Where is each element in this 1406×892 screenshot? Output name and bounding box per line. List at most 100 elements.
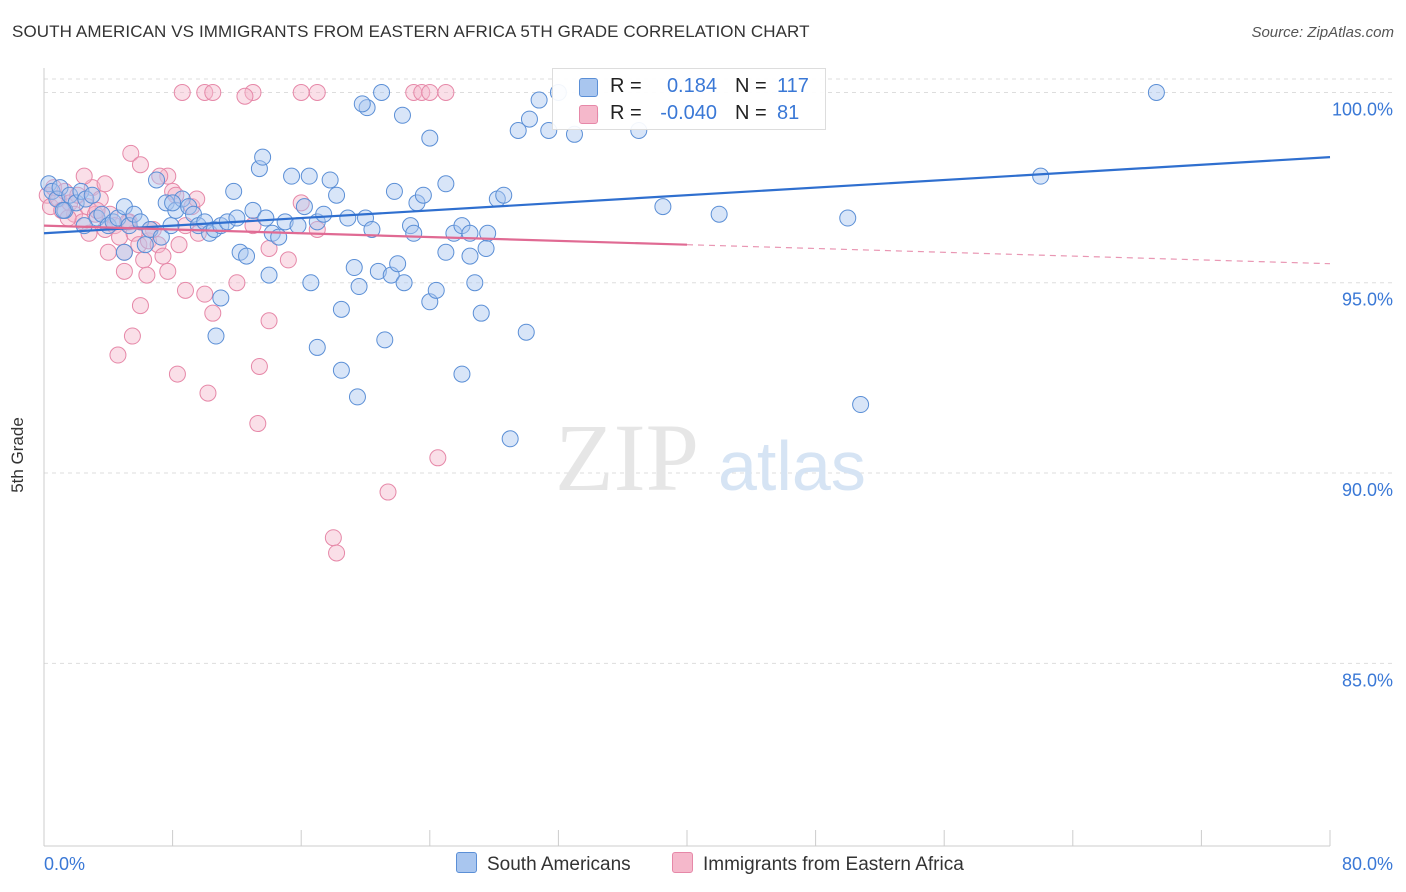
eastern-africa-point	[96, 175, 114, 193]
south-american-point	[225, 182, 243, 200]
south-american-point	[369, 262, 387, 280]
legend-item-eastern-africa: Immigrants from Eastern Africa	[672, 852, 964, 876]
south-american-point	[710, 205, 728, 223]
south-american-point	[501, 430, 519, 448]
eastern-africa-trend-line	[43, 224, 688, 246]
south-american-point	[353, 95, 371, 113]
south-american-point	[120, 217, 138, 235]
south-american-point	[339, 209, 357, 227]
south-american-point	[427, 281, 445, 299]
eastern-africa-trend-extension	[686, 244, 1331, 265]
south-american-point	[250, 160, 268, 178]
south-american-point	[308, 338, 326, 356]
legend-label: South Americans	[487, 854, 631, 875]
correlation-legend: R = 0.184 N = 117 R = -0.040 N = 81	[552, 68, 826, 130]
south-american-point	[67, 194, 85, 212]
south-american-point	[839, 209, 857, 227]
south-american-point	[321, 171, 339, 189]
trend-lines	[43, 156, 1331, 265]
tick-labels: 85.0% 90.0% 95.0% 100.0% 0.0% 80.0%	[44, 99, 1393, 874]
eastern-africa-points	[38, 83, 455, 562]
y-tick-label: 85.0%	[1342, 670, 1393, 690]
eastern-africa-point	[122, 144, 140, 162]
south-american-point	[393, 106, 411, 124]
r-value: 0.184	[666, 75, 717, 97]
south-american-point	[373, 83, 391, 101]
y-tick-label: 95.0%	[1342, 290, 1393, 310]
eastern-africa-point	[292, 83, 310, 101]
south-american-point	[332, 300, 350, 318]
south-american-point	[466, 274, 484, 292]
y-tick-label: 90.0%	[1342, 480, 1393, 500]
south-american-point	[295, 198, 313, 216]
eastern-africa-point	[91, 190, 109, 208]
source-label: Source: ZipAtlas.com	[1251, 24, 1394, 41]
n-value: 117	[777, 75, 809, 97]
eastern-africa-point	[131, 156, 149, 174]
south-american-point	[363, 220, 381, 238]
south-american-point	[479, 224, 497, 242]
eastern-africa-point	[236, 87, 254, 105]
south-american-point	[244, 201, 262, 219]
eastern-africa-point	[138, 266, 156, 284]
n-label: N =	[735, 75, 767, 97]
gridlines	[44, 78, 1394, 664]
south-american-point	[115, 243, 133, 261]
y-tick-label: 100.0%	[1332, 99, 1393, 119]
eastern-africa-point	[196, 285, 214, 303]
south-american-point	[289, 217, 307, 235]
south-american-point	[300, 167, 318, 185]
eastern-africa-point	[228, 274, 246, 292]
n-label: N =	[735, 102, 767, 124]
eastern-africa-point	[168, 365, 186, 383]
south-american-point	[437, 175, 455, 193]
pink-swatch	[672, 852, 693, 873]
south-american-point	[212, 289, 230, 307]
eastern-africa-point	[244, 83, 262, 101]
eastern-africa-point	[131, 297, 149, 315]
watermark: ZIP atlas	[555, 404, 866, 511]
south-american-point	[389, 255, 407, 273]
south-american-point	[453, 365, 471, 383]
south-american-point	[164, 194, 182, 212]
south-american-point	[328, 186, 346, 204]
eastern-africa-point	[379, 483, 397, 501]
eastern-africa-point	[429, 449, 447, 467]
south-american-point	[345, 259, 363, 277]
eastern-africa-point	[421, 83, 439, 101]
r-value: -0.040	[660, 102, 717, 124]
south-american-point	[385, 182, 403, 200]
south-american-point	[414, 186, 432, 204]
south-american-point	[238, 247, 256, 265]
eastern-africa-point	[199, 384, 217, 402]
south-american-point	[461, 247, 479, 265]
south-american-point	[421, 129, 439, 147]
eastern-africa-point	[250, 357, 268, 375]
x-tick-label: 0.0%	[44, 854, 85, 874]
eastern-africa-point	[159, 262, 177, 280]
chart-title: SOUTH AMERICAN VS IMMIGRANTS FROM EASTER…	[12, 22, 810, 41]
pink-swatch	[579, 105, 598, 124]
south-american-point	[520, 110, 538, 128]
eastern-africa-point	[204, 83, 222, 101]
eastern-africa-point	[99, 243, 117, 261]
eastern-africa-point	[249, 415, 267, 433]
south-american-point	[395, 274, 413, 292]
south-american-point	[437, 243, 455, 261]
watermark-zip: ZIP	[555, 404, 699, 511]
n-value: 81	[777, 102, 800, 124]
eastern-africa-point	[279, 251, 297, 269]
eastern-africa-point	[173, 83, 191, 101]
south-american-point	[852, 396, 870, 414]
eastern-africa-point	[75, 167, 93, 185]
south-american-point	[83, 186, 101, 204]
eastern-africa-point	[328, 544, 346, 562]
south-american-point	[148, 171, 166, 189]
south-american-point	[254, 148, 272, 166]
eastern-africa-point	[176, 281, 194, 299]
eastern-africa-point	[308, 83, 326, 101]
axes	[43, 68, 1331, 847]
south-american-point	[350, 278, 368, 296]
south-american-point	[207, 327, 225, 345]
